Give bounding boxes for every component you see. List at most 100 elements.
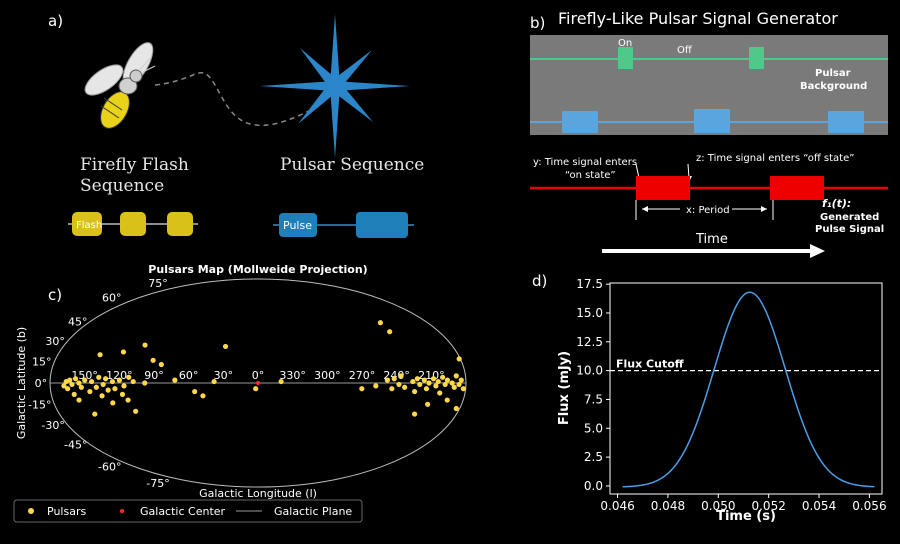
pulsar-point — [425, 401, 431, 407]
map-ylabel: Galactic Latitude (b) — [15, 327, 28, 439]
y-tick-label: 15.0 — [576, 306, 603, 320]
map-legend — [13, 499, 363, 523]
pulsar-point — [398, 373, 404, 379]
galactic-center-point — [256, 381, 260, 385]
panel-c-label: c) — [48, 286, 63, 304]
lat-tick-label: 15° — [32, 356, 52, 369]
pulsar-point — [76, 397, 82, 403]
y-annotation-line2: “on state” — [565, 170, 616, 181]
pulsar-point — [125, 397, 131, 403]
pulsar-point — [82, 377, 88, 383]
pulsar-point — [192, 388, 198, 395]
pulsar-point — [65, 386, 71, 392]
pulsar-point — [71, 391, 77, 397]
lon-tick-label: 0° — [252, 369, 265, 382]
firefly-title-line2: Sequence — [80, 176, 165, 196]
pulsar-point — [426, 380, 432, 386]
off-label: Off — [677, 45, 693, 56]
lon-tick-label: 60° — [179, 369, 199, 382]
y-tick-label: 12.5 — [576, 335, 603, 349]
lon-tick-label: 120° — [106, 369, 133, 382]
pulsar-point — [112, 386, 118, 392]
on-pulse — [618, 47, 633, 69]
legend-center-marker — [120, 509, 124, 513]
lon-tick-label: 330° — [279, 369, 306, 382]
pulsar-point — [377, 320, 383, 326]
period-label: x: Period — [686, 205, 730, 216]
pulsar-point — [402, 384, 408, 390]
y-tick-label: 5.0 — [584, 421, 603, 435]
pulsar-star-icon — [260, 14, 410, 158]
pulsar-point — [389, 386, 395, 392]
pulsar-point — [172, 377, 178, 383]
firefly-title-line1: Firefly Flash — [80, 155, 189, 175]
panel-b-title: Firefly-Like Pulsar Signal Generator — [558, 9, 838, 28]
pulsar-point — [110, 400, 116, 406]
pulsar-point — [278, 378, 284, 385]
pulsar-point — [126, 374, 132, 380]
pulsar-point — [451, 384, 457, 390]
pulsar-point — [396, 381, 402, 388]
pulsar-point — [411, 411, 418, 417]
z-annotation: z: Time signal enters “off state” — [696, 153, 854, 164]
pulsar-point — [93, 384, 99, 390]
pulsar-point — [211, 378, 217, 385]
map-title: Pulsars Map (Mollweide Projection) — [148, 263, 367, 276]
flux-ylabel: Flux (mJy) — [557, 351, 572, 425]
period-arrowhead-right — [761, 206, 767, 212]
pulsar-point — [78, 384, 84, 390]
lon-tick-label: 240° — [383, 369, 410, 382]
lat-tick-label: 30° — [45, 335, 65, 348]
generated-label-line1: Generated — [820, 212, 879, 223]
pulsar-point — [453, 373, 459, 379]
y-tick-label: 2.5 — [584, 450, 603, 464]
pulsar-point — [222, 343, 229, 350]
pulsar-title: Pulsar Sequence — [280, 155, 425, 175]
legend-galactic-center: Galactic Center — [140, 505, 226, 518]
flash-block — [72, 212, 102, 236]
map-xlabel: Galactic Longitude (l) — [199, 487, 317, 500]
lat-tick-label: -15° — [28, 398, 51, 411]
flux-xlabel: Time (s) — [716, 509, 776, 524]
pulsar-point — [433, 383, 439, 389]
pulsar-point — [102, 376, 109, 382]
y-tick-label: 10.0 — [576, 364, 603, 378]
pulse-block — [356, 212, 408, 238]
pulsar-point — [456, 381, 462, 388]
panel-d-label: d) — [532, 272, 548, 290]
pulsar-point — [430, 376, 437, 382]
pulsar-point — [96, 374, 102, 380]
pulsar-point — [142, 342, 148, 348]
on-pulse — [749, 47, 764, 69]
pulsar-point — [120, 349, 127, 355]
flux-plot-frame — [609, 282, 883, 495]
pulsar-point — [384, 377, 390, 383]
legend-pulsars: Pulsars — [47, 505, 86, 518]
background-pulse — [562, 111, 598, 133]
pulsar-point — [76, 380, 82, 386]
flash-block — [167, 212, 193, 236]
time-arrowhead — [810, 244, 825, 258]
pulsar-point — [387, 329, 393, 335]
pulsar-point — [121, 383, 127, 389]
flash-label: Flash — [76, 220, 102, 231]
y-tick-label: 0.0 — [584, 479, 603, 493]
flux-curve — [622, 291, 875, 488]
lat-tick-label: 45° — [68, 315, 88, 328]
pulse-label: Pulse — [283, 219, 312, 232]
period-arrowhead-left — [642, 206, 648, 212]
lon-tick-label: 30° — [214, 369, 234, 382]
lon-tick-label: 90° — [144, 369, 164, 382]
pulsar-point — [410, 378, 416, 385]
pulsar-point — [456, 356, 462, 362]
connection-path — [154, 72, 321, 127]
generated-pulse — [770, 176, 824, 200]
panel-a-graphic: Flash Pulse — [68, 14, 414, 238]
pulsar-point — [453, 405, 459, 412]
pulsar-point — [119, 391, 126, 397]
x-tick-label: 0.050 — [701, 499, 735, 513]
y-tick-label: 7.5 — [584, 392, 603, 406]
y-arrow — [635, 163, 640, 179]
lat-tick-label: 75° — [148, 277, 168, 290]
pulsar-point — [449, 380, 455, 386]
